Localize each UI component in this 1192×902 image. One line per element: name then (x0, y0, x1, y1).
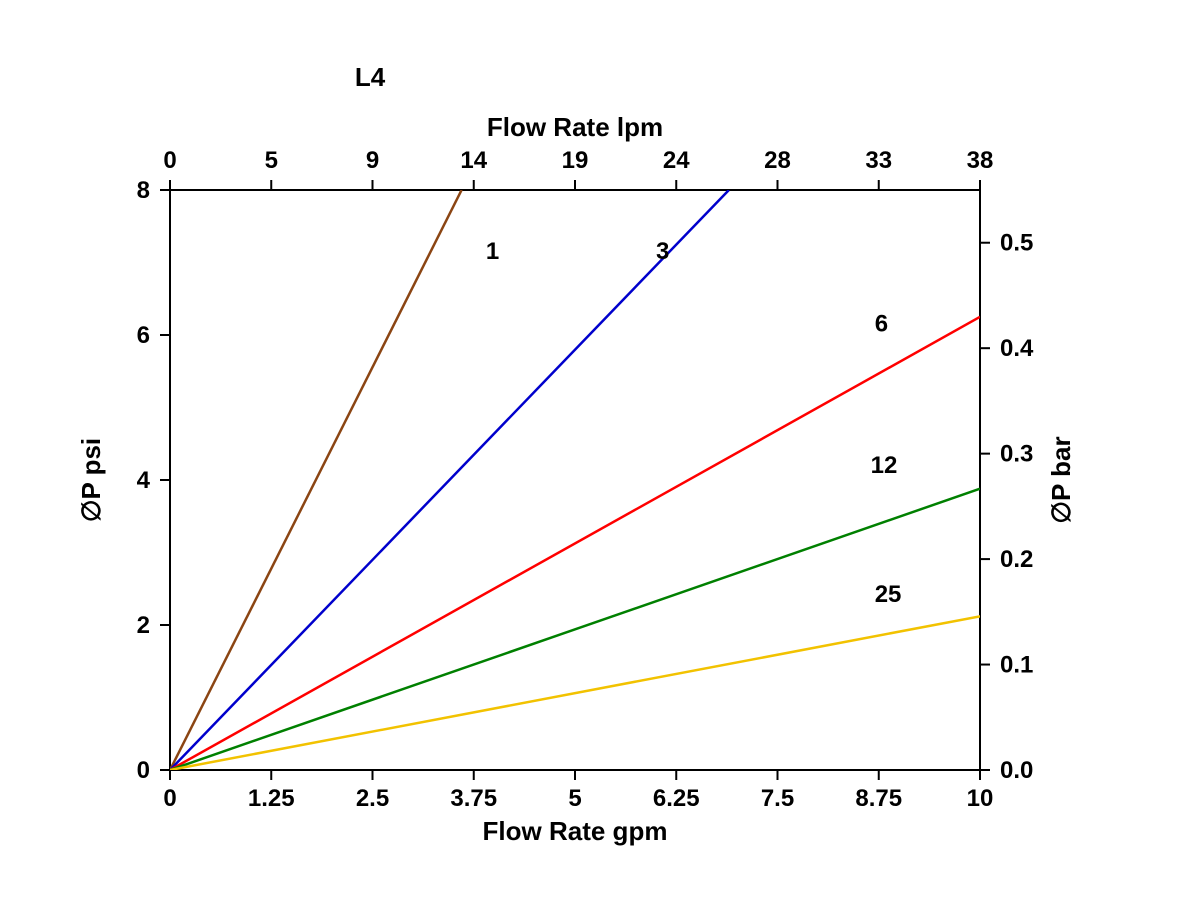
top-tick-label: 19 (562, 147, 589, 174)
top-tick-label: 5 (265, 147, 278, 174)
chart-title: L4 (355, 62, 386, 92)
bottom-tick-label: 0 (163, 785, 176, 812)
top-tick-label: 0 (163, 147, 176, 174)
top-axis-label: Flow Rate lpm (487, 112, 663, 142)
bottom-tick-label: 10 (967, 785, 994, 812)
left-tick-label: 6 (137, 322, 150, 349)
left-tick-label: 2 (137, 612, 150, 639)
chart-container: 136122501.252.53.7556.257.58.7510Flow Ra… (0, 0, 1192, 902)
top-tick-label: 14 (460, 147, 487, 174)
right-tick-label: 0.1 (1000, 652, 1033, 679)
series-label-1: 1 (486, 238, 499, 265)
pressure-flow-chart: 136122501.252.53.7556.257.58.7510Flow Ra… (0, 0, 1192, 902)
right-tick-label: 0.3 (1000, 441, 1033, 468)
bottom-tick-label: 5 (568, 785, 581, 812)
bottom-tick-label: 6.25 (653, 785, 700, 812)
left-tick-label: 8 (137, 177, 150, 204)
top-tick-label: 28 (764, 147, 791, 174)
bottom-axis-label: Flow Rate gpm (483, 816, 668, 846)
right-tick-label: 0.5 (1000, 230, 1033, 257)
top-tick-label: 33 (865, 147, 892, 174)
top-tick-label: 24 (663, 147, 690, 174)
bottom-tick-label: 3.75 (450, 785, 497, 812)
bottom-tick-label: 8.75 (855, 785, 902, 812)
bottom-tick-label: 1.25 (248, 785, 295, 812)
series-label-6: 6 (875, 310, 888, 337)
top-tick-label: 9 (366, 147, 379, 174)
series-label-12: 12 (871, 452, 898, 479)
left-axis-label: ∅P psi (76, 438, 106, 522)
bottom-tick-label: 7.5 (761, 785, 794, 812)
left-tick-label: 4 (137, 467, 151, 494)
top-tick-label: 38 (967, 147, 994, 174)
bottom-tick-label: 2.5 (356, 785, 389, 812)
left-tick-label: 0 (137, 757, 150, 784)
right-tick-label: 0.4 (1000, 335, 1034, 362)
right-axis-label: ∅P bar (1046, 436, 1076, 523)
series-label-3: 3 (656, 238, 669, 265)
series-label-25: 25 (875, 581, 902, 608)
right-tick-label: 0.0 (1000, 757, 1033, 784)
right-tick-label: 0.2 (1000, 546, 1033, 573)
